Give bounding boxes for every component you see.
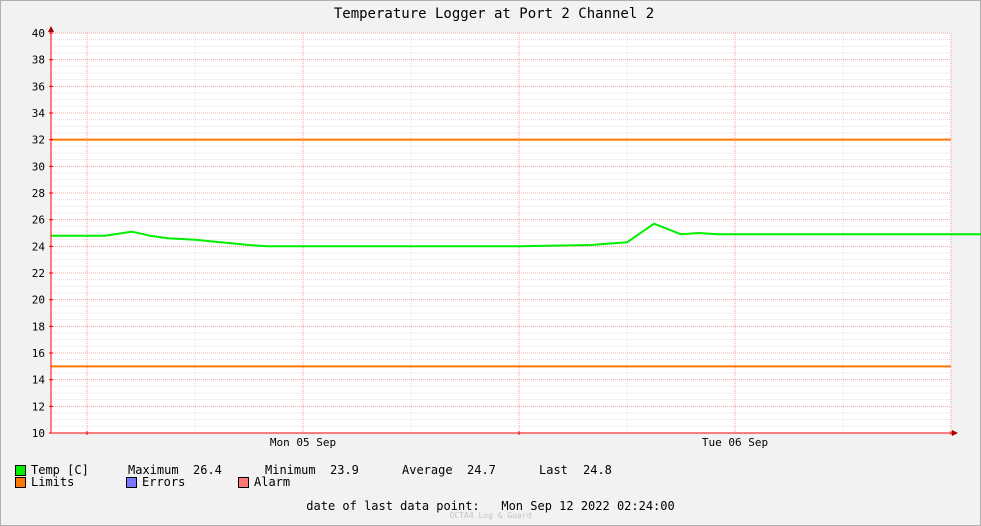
legend-limits: Limits: [15, 475, 75, 489]
legend-errors-swatch: [126, 476, 137, 488]
y-tick-label: 14: [32, 374, 46, 387]
y-tick-label: 26: [32, 214, 45, 227]
y-tick-label: 36: [32, 80, 45, 93]
stat-last-value: 24.8: [583, 463, 612, 477]
y-tick-label: 22: [32, 267, 45, 280]
stat-average-label: Average: [402, 463, 453, 477]
legend-temp-label: Temp [C]: [31, 463, 89, 477]
legend-alarm-swatch: [238, 476, 249, 488]
grid-major: [51, 32, 952, 434]
stat-minimum-value: 23.9: [330, 463, 359, 477]
series-group: [51, 222, 981, 248]
stat-maximum-value: 26.4: [193, 463, 222, 477]
grid-minor: [51, 33, 951, 433]
x-axis-arrow: [952, 430, 958, 436]
stat-average-value: 24.7: [467, 463, 496, 477]
legend-temp: Temp [C]: [15, 463, 89, 477]
y-tick-label: 40: [32, 27, 45, 40]
y-tick-label: 12: [32, 400, 45, 413]
y-tick-label: 10: [32, 427, 45, 440]
x-tick-label: Mon 05 Sep: [270, 436, 336, 449]
chart-title: Temperature Logger at Port 2 Channel 2: [334, 6, 654, 22]
y-tick-label: 34: [32, 107, 46, 120]
legend-alarm: Alarm: [238, 475, 291, 489]
legend-limits-swatch: [15, 476, 26, 488]
y-axis-arrow: [48, 26, 54, 32]
last-data-point-label: date of last data point:: [306, 499, 480, 513]
y-tick-label: 30: [32, 160, 45, 173]
legend-errors-label: Errors: [142, 475, 186, 489]
last-data-point-value: Mon Sep 12 2022 02:24:00: [501, 499, 675, 513]
limit-lines: [51, 138, 951, 368]
y-tick-label: 38: [32, 54, 45, 67]
x-tick-label: Tue 06 Sep: [702, 436, 768, 449]
legend-alarm-label: Alarm: [254, 475, 291, 489]
stat-last-label: Last: [539, 463, 568, 477]
y-tick-label: 32: [32, 134, 45, 147]
series-line-temp: [51, 222, 981, 248]
last-data-point: date of last data point: Mon Sep 12 2022…: [0, 499, 981, 513]
axes: [48, 26, 958, 436]
y-tick-label: 20: [32, 294, 45, 307]
legend-errors: Errors: [126, 475, 186, 489]
stat-minimum-label: Minimum: [265, 463, 316, 477]
y-tick-label: 24: [32, 240, 46, 253]
legend-limits-label: Limits: [31, 475, 75, 489]
legend-temp-swatch: [15, 464, 26, 476]
y-tick-label: 28: [32, 187, 45, 200]
watermark: OCTA4 Log & Guard: [449, 511, 532, 520]
stat-maximum-label: Maximum: [128, 463, 179, 477]
y-tick-label: 16: [32, 347, 45, 360]
y-tick-labels: 10 12 14 16 18 20 22 24 26 28 30 32 34 36 38 40: [32, 27, 46, 440]
y-tick-label: 18: [32, 320, 45, 333]
